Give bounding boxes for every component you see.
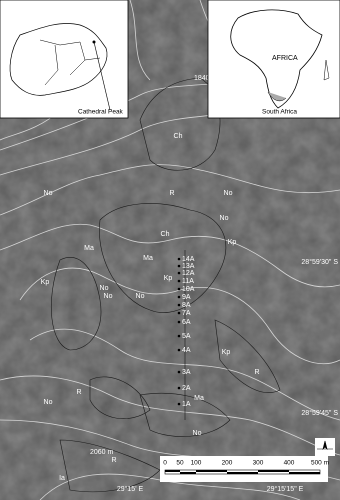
sample-point	[177, 320, 181, 324]
unit-label: R	[254, 369, 259, 376]
sample-point	[177, 271, 181, 275]
scale-bar	[160, 456, 328, 482]
unit-label: Ch	[161, 231, 170, 238]
sample-label: 14A	[182, 256, 195, 263]
sample-label: 1A	[182, 401, 191, 408]
scale-segment	[165, 470, 180, 472]
africa-inset	[207, 0, 340, 119]
sample-point	[177, 402, 181, 406]
unit-label: Ch	[174, 133, 183, 140]
sample-point	[177, 311, 181, 315]
unit-label: Kp	[222, 349, 231, 356]
sample-label: 2A	[182, 385, 191, 392]
scale-segment	[227, 472, 258, 474]
sample-point	[177, 264, 181, 268]
unit-label: Kp	[228, 239, 237, 246]
unit-label: Ma	[84, 245, 94, 252]
unit-label: R	[111, 457, 116, 464]
sample-point	[177, 287, 181, 291]
unit-label: No	[104, 293, 113, 300]
north-arrow	[315, 438, 335, 456]
sample-point	[177, 386, 181, 390]
sample-label: 3A	[182, 369, 191, 376]
south-africa-inset	[0, 0, 129, 119]
unit-label: Kp	[164, 275, 173, 282]
sample-point	[177, 334, 181, 338]
scale-label: 300	[253, 460, 264, 467]
scale-label: 200	[222, 460, 233, 467]
sample-point	[177, 295, 181, 299]
longitude-label: 29°15'15" E	[267, 485, 304, 493]
sample-label: 13A	[182, 263, 195, 270]
scale-segment	[258, 470, 289, 472]
unit-label: No	[220, 215, 229, 222]
unit-label: No	[193, 430, 202, 437]
sample-label: 11A	[182, 278, 194, 285]
inset-label: Cathedral Peak	[78, 109, 124, 116]
country-label: South Africa	[262, 109, 297, 116]
scale-label: 100	[191, 460, 202, 467]
latitude-label: 28°59'45" S	[301, 409, 338, 417]
scale-label: 0	[163, 460, 167, 467]
unit-label: R	[169, 190, 174, 197]
sample-label: 5A	[182, 333, 191, 340]
sample-point	[177, 303, 181, 307]
unit-label: Ma	[194, 395, 204, 402]
unit-label: No	[44, 190, 53, 197]
sample-label: 4A	[182, 347, 191, 354]
unit-label: No	[100, 285, 109, 292]
unit-label: Ia	[59, 475, 65, 482]
unit-label: No	[44, 399, 53, 406]
sample-label: 9A	[182, 294, 191, 301]
latitude-label: 28°59'30" S	[301, 258, 338, 266]
unit-label: Ma	[143, 255, 153, 262]
longitude-label: 29°15' E	[117, 485, 144, 493]
continent-label: AFRICA	[272, 55, 298, 62]
sample-point	[177, 348, 181, 352]
contour-label: 2060 m	[90, 449, 114, 456]
sample-label: 6A	[182, 319, 191, 326]
scale-segment	[180, 472, 196, 474]
sample-label: 12A	[182, 270, 195, 277]
unit-label: R	[76, 389, 81, 396]
scale-segment	[196, 470, 227, 472]
unit-label: No	[224, 190, 233, 197]
scale-label: 400	[284, 460, 295, 467]
unit-label: Kp	[41, 279, 50, 286]
unit-label: No	[136, 293, 145, 300]
sample-label: 10A	[182, 286, 195, 293]
contour-label: 1840 m	[194, 75, 218, 82]
scale-segment	[289, 472, 320, 474]
sample-point	[177, 279, 181, 283]
sample-point	[177, 370, 181, 374]
sample-label: 7A	[182, 310, 191, 317]
sample-label: 8A	[182, 302, 191, 309]
scale-label: 50	[176, 460, 184, 467]
sample-point	[177, 257, 181, 261]
scale-label: 500 m	[311, 460, 329, 467]
